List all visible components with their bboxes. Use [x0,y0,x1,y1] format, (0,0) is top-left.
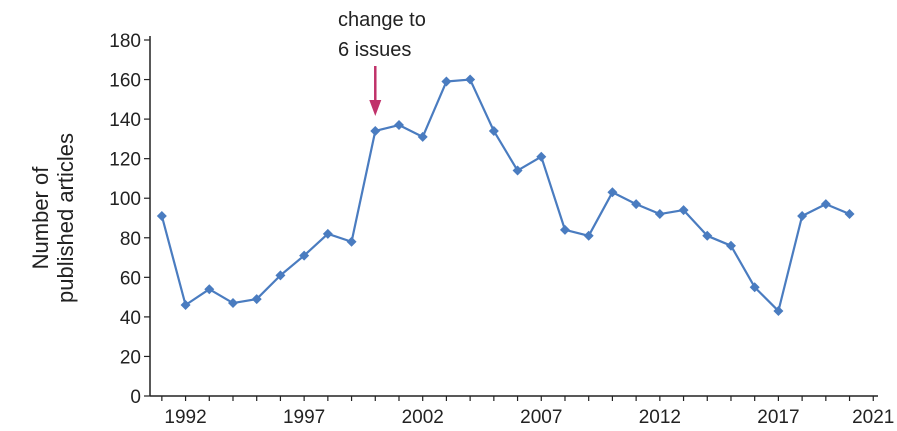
annotation: change to 6 issues [338,9,426,116]
data-point [583,230,594,241]
data-point [180,300,191,311]
data-point [844,209,855,220]
x-tick-label: 2002 [402,407,444,428]
data-point [417,131,428,142]
y-axis-title-line-1: Number of [28,166,53,270]
y-tick-label: 60 [120,268,141,289]
y-axis-title-line-2: published articles [53,133,78,303]
x-tick-label: 2007 [520,407,562,428]
data-point [346,236,357,247]
y-axis-title: Number of published articles [28,133,78,303]
x-tick-label: 2012 [639,407,681,428]
data-point [512,165,523,176]
data-point [393,120,404,131]
data-point [725,240,736,251]
data-point [631,199,642,210]
data-point [749,282,760,293]
data-point [441,76,452,87]
series-line [160,78,850,313]
annotation-arrow-head [369,100,382,116]
axes [149,36,878,397]
data-point [559,224,570,235]
y-axis-ticks: 0 20 40 60 80 100 120 140 160 180 [109,31,150,408]
data-point [370,125,381,136]
y-tick-label: 0 [130,387,141,408]
data-point [820,199,831,210]
data-point [607,187,618,198]
x-tick-label: 1997 [283,407,325,428]
y-tick-label: 20 [120,347,141,368]
x-axis-ticks: 1992 1997 2002 2007 2012 2017 2021 [161,396,894,428]
y-tick-label: 80 [120,229,141,250]
series [156,74,855,316]
data-point [465,74,476,85]
annotation-line-1: change to [338,9,426,31]
data-point [536,151,547,162]
y-tick-label: 140 [109,110,141,131]
y-tick-label: 160 [109,71,141,92]
data-point [654,209,665,220]
data-point [797,211,808,222]
data-point [299,250,310,261]
data-point [275,270,286,281]
data-point [678,205,689,216]
data-point [773,305,784,316]
data-point [322,228,333,239]
y-tick-label: 120 [109,150,141,171]
x-tick-label: 1992 [164,407,206,428]
y-tick-label: 180 [109,31,141,52]
annotation-line-2: 6 issues [338,39,411,61]
data-point [227,298,238,309]
data-point [156,211,167,222]
x-tick-label: 2017 [757,407,799,428]
data-point [251,294,262,305]
y-tick-label: 100 [109,189,141,210]
data-point [204,284,215,295]
data-point [488,125,499,136]
data-point [702,230,713,241]
x-tick-label: 2021 [852,407,894,428]
y-tick-label: 40 [120,308,141,329]
